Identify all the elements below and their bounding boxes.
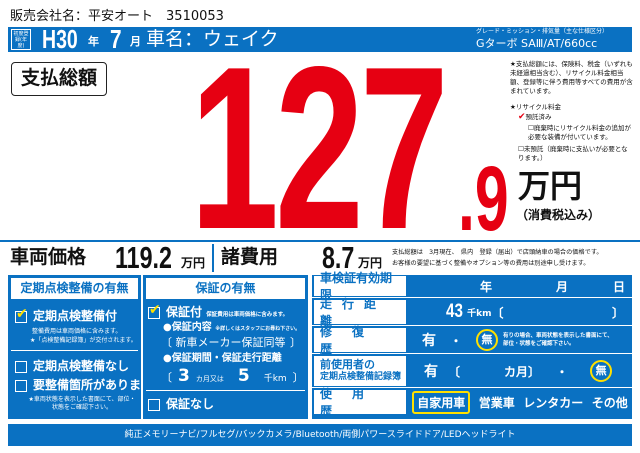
warranty-period-label: ●保証期間・保証走行距離 <box>163 353 282 364</box>
fees-value: 8.7 <box>322 240 355 275</box>
records-no-selected[interactable]: 無 <box>590 360 613 382</box>
inspection-expiry-label: 車検証有効期限 <box>314 271 406 302</box>
repair-history-value: 有・無有りの場合、車両状態を表示した書面にて、部位・状態をご確認下さい。 <box>408 327 632 353</box>
era-year: H30 <box>42 24 78 54</box>
dealer-info: 販売会社名：平安オート 3510053 <box>10 9 224 24</box>
car-name: 車名：ウェイク <box>146 28 279 50</box>
usage-option-commercial[interactable]: 営業車 <box>478 395 515 410</box>
first-registration-badge: 初度登録(年度) <box>11 29 31 50</box>
checkbox[interactable]: ✔ <box>148 302 161 319</box>
header-bar: 初度登録(年度) H30 年 7 月 車名：ウェイク グレード・ミッション・排気… <box>8 24 632 54</box>
warranty-content-label: ●保証内容 ※詳しくはスタッフにお尋ね下さい。 <box>163 322 301 333</box>
checkbox[interactable] <box>15 360 27 373</box>
usage-option-private-selected[interactable]: 自家用車 <box>412 390 471 414</box>
warranty-title: 保証の有無 <box>146 278 305 299</box>
usage-history-row: 使用歴 自家用車 営業車 レンタカー その他 <box>312 387 632 418</box>
price-note-2: お客様の要望に基づく整備やオプション等の費用は別途申し受けます。 <box>392 260 590 267</box>
fees-unit: 万円 <box>358 256 383 270</box>
warranty-option-with[interactable]: ✔ 保証付 保証費用は車両価格に含みます。 <box>148 301 289 319</box>
records-yes[interactable]: 有 <box>424 364 438 380</box>
divider <box>146 390 305 391</box>
details-panel: 車検証有効期限 年月日 走行距離 43 千km 〔〕 修復歴 有・無有りの場合、車両… <box>312 271 632 419</box>
maintenance-records-value: 有〔カ月〕・無 <box>408 355 632 387</box>
check-icon: ✔ <box>149 301 161 318</box>
month-unit: 月 <box>130 35 141 48</box>
maintenance-records-row: 前使用者の 定期点検整備記録簿 有〔カ月〕・無 <box>312 355 632 388</box>
inspection-option-needs-repair[interactable]: 要整備箇所があります <box>15 378 153 393</box>
total-note: ★支払総額には、保険料、税金（いずれも未経過相当含む）、リサイクル料金相当額、登… <box>510 60 633 95</box>
check-icon: ✔ <box>518 112 526 122</box>
year-unit: 年 <box>88 35 99 48</box>
mileage-row: 走行距離 43 千km 〔〕 <box>312 297 632 328</box>
recycle-option-deposited[interactable]: ✔預託済み <box>518 112 552 122</box>
grade: Gターボ SAⅢ/AT/660cc <box>476 37 598 50</box>
maintenance-records-label: 前使用者の 定期点検整備記録簿 <box>314 356 406 386</box>
mileage-value: 43 千km 〔〕 <box>446 301 624 322</box>
inspection-option-with[interactable]: ✔ 定期点検整備付 <box>15 305 118 323</box>
check-icon: ✔ <box>16 305 28 322</box>
warranty-option-without[interactable]: 保証なし <box>148 397 214 412</box>
inspection-option-without[interactable]: 定期点検整備なし <box>15 359 129 374</box>
grade-caption: グレード・ミッション・排気量（主な仕様区分） <box>476 28 609 35</box>
month: 7 <box>110 24 122 54</box>
inspection-note: ★車両状態を表示した書面にて、部位・状態をご確認下さい。 <box>28 396 136 411</box>
usage-option-other[interactable]: その他 <box>591 395 628 410</box>
inspection-note: 整備費用は車両価格に含みます。 <box>32 328 122 335</box>
warranty-period: 〔 3 カ月又は 5 千km 〕 <box>161 366 304 386</box>
price-note-1: 支払総額は 3月現在、 県内 登録（届出）で店頭納車の場合の価格です。 <box>392 249 603 256</box>
usage-history-label: 使用歴 <box>314 387 406 418</box>
repair-history-row: 修復歴 有・無有りの場合、車両状態を表示した書面にて、部位・状態をご確認下さい。 <box>312 325 632 356</box>
divider <box>0 240 640 242</box>
vehicle-price-unit: 万円 <box>181 256 206 270</box>
repair-no-selected[interactable]: 無 <box>476 329 499 351</box>
inspection-expiry-value: 年月日 <box>480 279 626 294</box>
checkbox[interactable] <box>15 379 27 392</box>
recycle-option-undeposited[interactable]: ☐未預託（廃棄時に支払いが必要となります。） <box>518 145 628 162</box>
usage-option-rental[interactable]: レンタカー <box>523 395 584 410</box>
recycle-title: ★リサイクル料金 <box>510 103 562 111</box>
divider <box>212 244 214 272</box>
inspection-panel: 定期点検整備の有無 ✔ 定期点検整備付 整備費用は車両価格に含みます。 ★「点検整… <box>8 275 153 419</box>
checkbox[interactable]: ✔ <box>15 306 28 323</box>
total-label: 支払総額 <box>11 62 107 96</box>
divider <box>11 350 138 351</box>
total-decimal: .9 <box>458 148 509 250</box>
repair-history-label: 修復歴 <box>314 325 406 356</box>
vehicle-price-label: 車両価格 <box>10 246 87 268</box>
total-integer: 127 <box>190 19 449 278</box>
usage-history-options: 自家用車 営業車 レンタカー その他 <box>408 389 632 415</box>
equipment-bar: 純正メモリーナビ/フルセグ/バックカメラ/Bluetooth/両側パワースライド… <box>8 424 632 446</box>
total-unit: 万円 <box>518 167 583 205</box>
vehicle-price-value: 119.2 <box>115 240 172 275</box>
warranty-panel: 保証の有無 ✔ 保証付 保証費用は車両価格に含みます。 ●保証内容 ※詳しくはスタ… <box>143 275 308 419</box>
inspection-note: ★「点検整備記録簿」が交付されます。 <box>30 337 137 344</box>
warranty-content: 〔 新車メーカー保証同等〕 <box>161 336 301 349</box>
fees-label: 諸費用 <box>221 246 279 268</box>
checkbox[interactable] <box>148 398 160 411</box>
inspection-title: 定期点検整備の有無 <box>11 278 138 299</box>
repair-yes[interactable]: 有 <box>422 333 436 349</box>
recycle-option-additional[interactable]: ☐廃棄時にリサイクル料金の追加が必要な装備が付いています。 <box>528 124 632 141</box>
mileage-label: 走行距離 <box>314 297 406 328</box>
tax-note: （消費税込み） <box>516 208 601 222</box>
